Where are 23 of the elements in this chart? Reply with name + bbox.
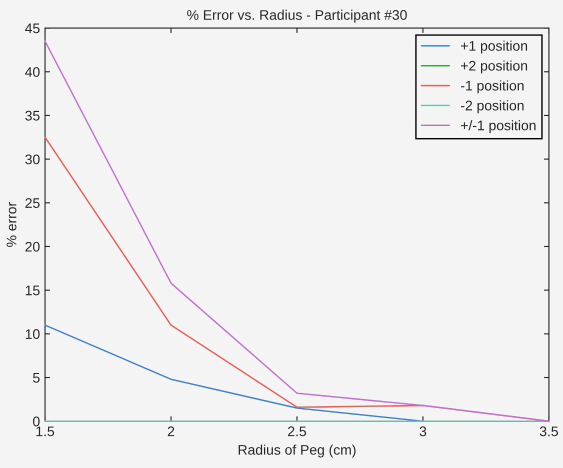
x-tick-label: 3.5 [540, 426, 558, 436]
chart-title: % Error vs. Radius - Participant #30 [187, 10, 407, 23]
y-tick-label: 20 [25, 242, 40, 252]
legend-label: -2 position [460, 100, 524, 114]
x-tick-label: 2 [168, 426, 174, 436]
legend-label: -1 position [460, 80, 524, 94]
y-axis-title: % error [6, 202, 16, 247]
y-tick-label: 30 [25, 154, 40, 164]
legend-label: +1 position [461, 40, 528, 54]
y-tick-label: 5 [33, 372, 40, 383]
x-tick-label: 1.5 [36, 426, 54, 436]
legend-label: +2 position [461, 60, 528, 74]
y-tick-label: 35 [25, 110, 40, 121]
y-tick-label: 40 [25, 67, 40, 77]
y-tick-label: 10 [26, 329, 40, 340]
y-tick-label: 15 [26, 286, 40, 296]
y-tick-label: 0 [33, 416, 40, 426]
x-tick-label: 2.5 [288, 426, 306, 436]
x-axis-title: Radius of Peg (cm) [238, 444, 356, 458]
y-tick-label: 25 [25, 198, 40, 208]
y-tick-label: 45 [25, 24, 40, 34]
legend-label: +/-1 position [461, 120, 536, 134]
x-tick-label: 3 [420, 426, 426, 436]
